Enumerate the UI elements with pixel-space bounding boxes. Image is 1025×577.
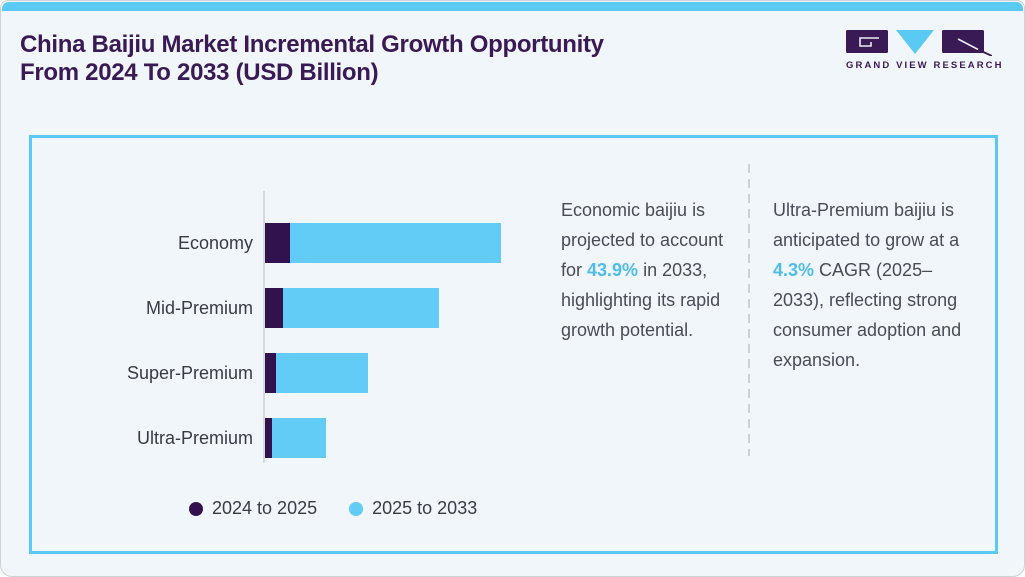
bar-segment [290, 223, 501, 263]
callout-ultra-text: Ultra-Premium baijiu is anticipated to g… [773, 200, 960, 250]
callout-economy-highlight: 43.9% [587, 260, 639, 280]
bar-chart: Economy Mid-Premium Super-Premium Ultra-Pre… [32, 223, 501, 483]
chart-row: Ultra-Premium [32, 418, 501, 458]
stacked-bar [265, 288, 439, 328]
chart-legend: 2024 to 2025 2025 to 2033 [189, 498, 477, 519]
legend-dot-icon [349, 501, 364, 516]
bar-segment [265, 223, 290, 263]
callout-ultra-text-after: CAGR (2025–2033), reflecting strong cons… [773, 260, 962, 370]
top-accent-bar [2, 2, 1023, 11]
bar-segment [265, 288, 283, 328]
category-label: Economy [177, 232, 253, 253]
bar-segment [265, 353, 277, 393]
callout-ultra-premium: Ultra-Premium baijiu is anticipated to g… [773, 195, 969, 375]
legend-label: 2025 to 2033 [372, 498, 478, 518]
legend-dot-icon [189, 501, 203, 516]
callout-economy: Economic baijiu is projected to account … [561, 195, 736, 345]
chart-axis-line [263, 191, 265, 463]
chart-row: Economy [32, 223, 501, 263]
legend-item: 2024 to 2025 [189, 498, 317, 519]
bar-segment [265, 418, 273, 458]
gvr-logo-wordmark: GRAND VIEW RESEARCH [846, 60, 1004, 71]
dashed-divider [748, 164, 750, 456]
stacked-bar [265, 418, 327, 458]
chart-row: Super-Premium [32, 353, 501, 393]
stacked-bar [265, 223, 501, 263]
page-title: China Baijiu Market Incremental Growth O… [20, 31, 604, 86]
callout-ultra-highlight: 4.3% [773, 260, 815, 280]
category-label: Mid-Premium [145, 297, 253, 318]
bar-segment [276, 353, 369, 393]
bar-segment [282, 288, 439, 328]
legend-label: 2024 to 2025 [212, 498, 318, 518]
legend-item: 2025 to 2033 [349, 498, 477, 519]
category-label: Super-Premium [126, 362, 253, 383]
gvr-logo: GRAND VIEW RESEARCH [846, 28, 1004, 71]
category-label: Ultra-Premium [136, 427, 253, 448]
callout-economy-text-after: in 2033, highlighting its rapid growth p… [561, 260, 721, 340]
gvr-logo-icon [846, 30, 992, 56]
callout-economy-text: Economic baijiu is projected to account … [561, 200, 724, 280]
bar-segment [272, 418, 327, 458]
chart-card: Economy Mid-Premium Super-Premium Ultra-Pre… [29, 135, 998, 554]
chart-row: Mid-Premium [32, 288, 501, 328]
stacked-bar [265, 353, 369, 393]
